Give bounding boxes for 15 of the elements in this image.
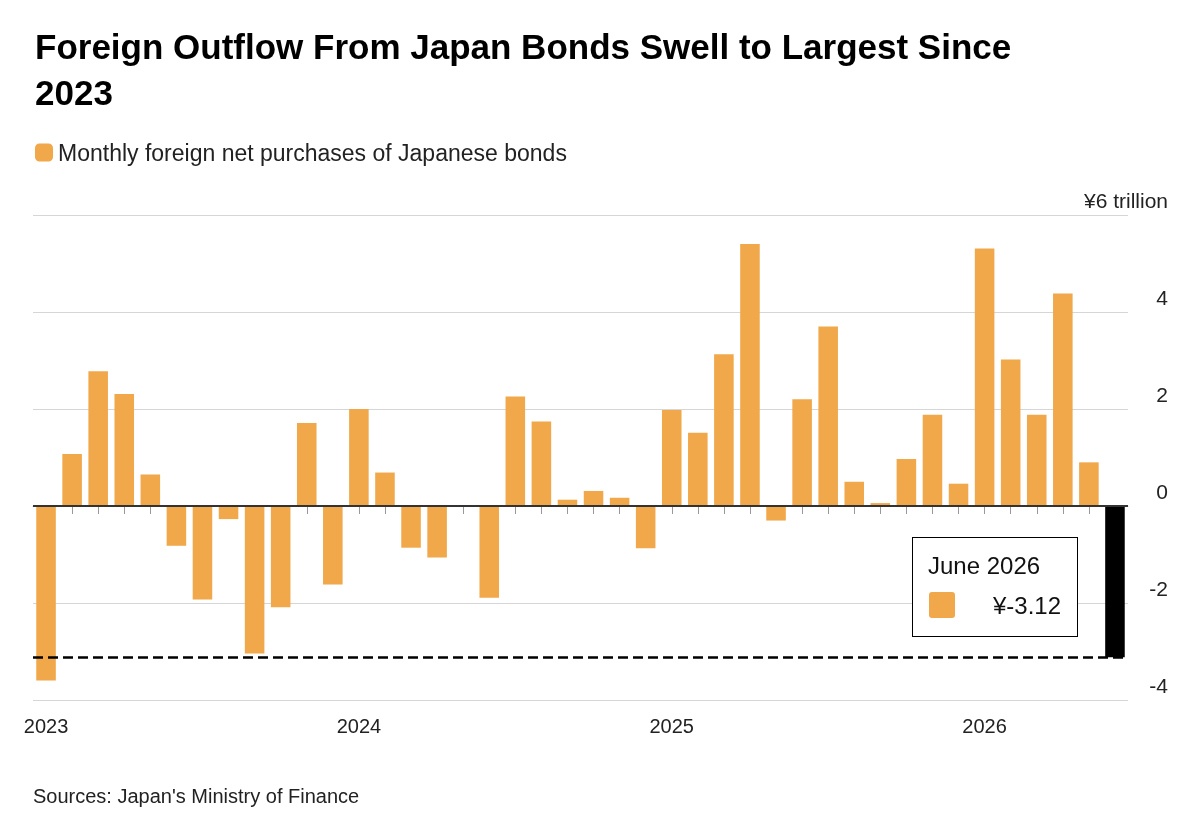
y-tick-label: -2 <box>1149 577 1168 600</box>
chart-title: Foreign Outflow From Japan Bonds Swell to Largest Since 2023 <box>35 26 1021 112</box>
x-tick-label: 2024 <box>336 715 382 737</box>
x-tick-label: 2025 <box>649 715 694 737</box>
y-tick-label: 0 <box>1156 480 1168 503</box>
source-note: Sources: Japan's Ministry of Finance <box>33 785 360 807</box>
y-tick-label: ¥6 trillion <box>1082 189 1168 212</box>
x-tick-label: 2023 <box>23 715 69 737</box>
x-tick-label: 2026 <box>962 715 1007 737</box>
legend-label: Monthly foreign net purchases of Japanese bonds <box>58 139 567 166</box>
annotation: ¥-3.12 <box>992 592 1061 620</box>
y-tick-label: 4 <box>1156 286 1169 309</box>
y-tick-label: 2 <box>1156 383 1168 406</box>
annotation: June 2026 <box>928 552 1041 580</box>
y-tick-label: -4 <box>1149 674 1169 697</box>
